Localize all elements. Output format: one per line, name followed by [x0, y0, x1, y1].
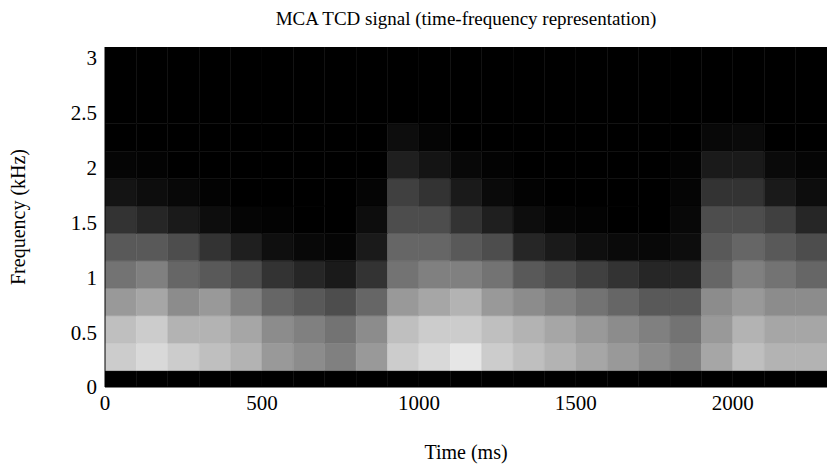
svg-text:1: 1 [87, 266, 98, 290]
svg-text:0: 0 [87, 375, 98, 399]
svg-text:0: 0 [100, 391, 111, 415]
svg-text:3: 3 [87, 46, 98, 70]
svg-text:1000: 1000 [398, 391, 440, 415]
svg-text:2.5: 2.5 [71, 101, 97, 125]
svg-text:0.5: 0.5 [71, 321, 97, 345]
svg-text:Time (ms): Time (ms) [424, 441, 507, 464]
html-text:MCA TCD signal (time-frequency: MCA TCD signal (time-frequency represent… [275, 8, 657, 29]
svg-text:2: 2 [87, 156, 98, 180]
svg-text:1500: 1500 [555, 391, 597, 415]
svg-text:2000: 2000 [712, 391, 754, 415]
svg-text:Frequency (kHz): Frequency (kHz) [7, 149, 30, 285]
svg-text:500: 500 [246, 391, 278, 415]
svg-text:1.5: 1.5 [71, 211, 97, 235]
